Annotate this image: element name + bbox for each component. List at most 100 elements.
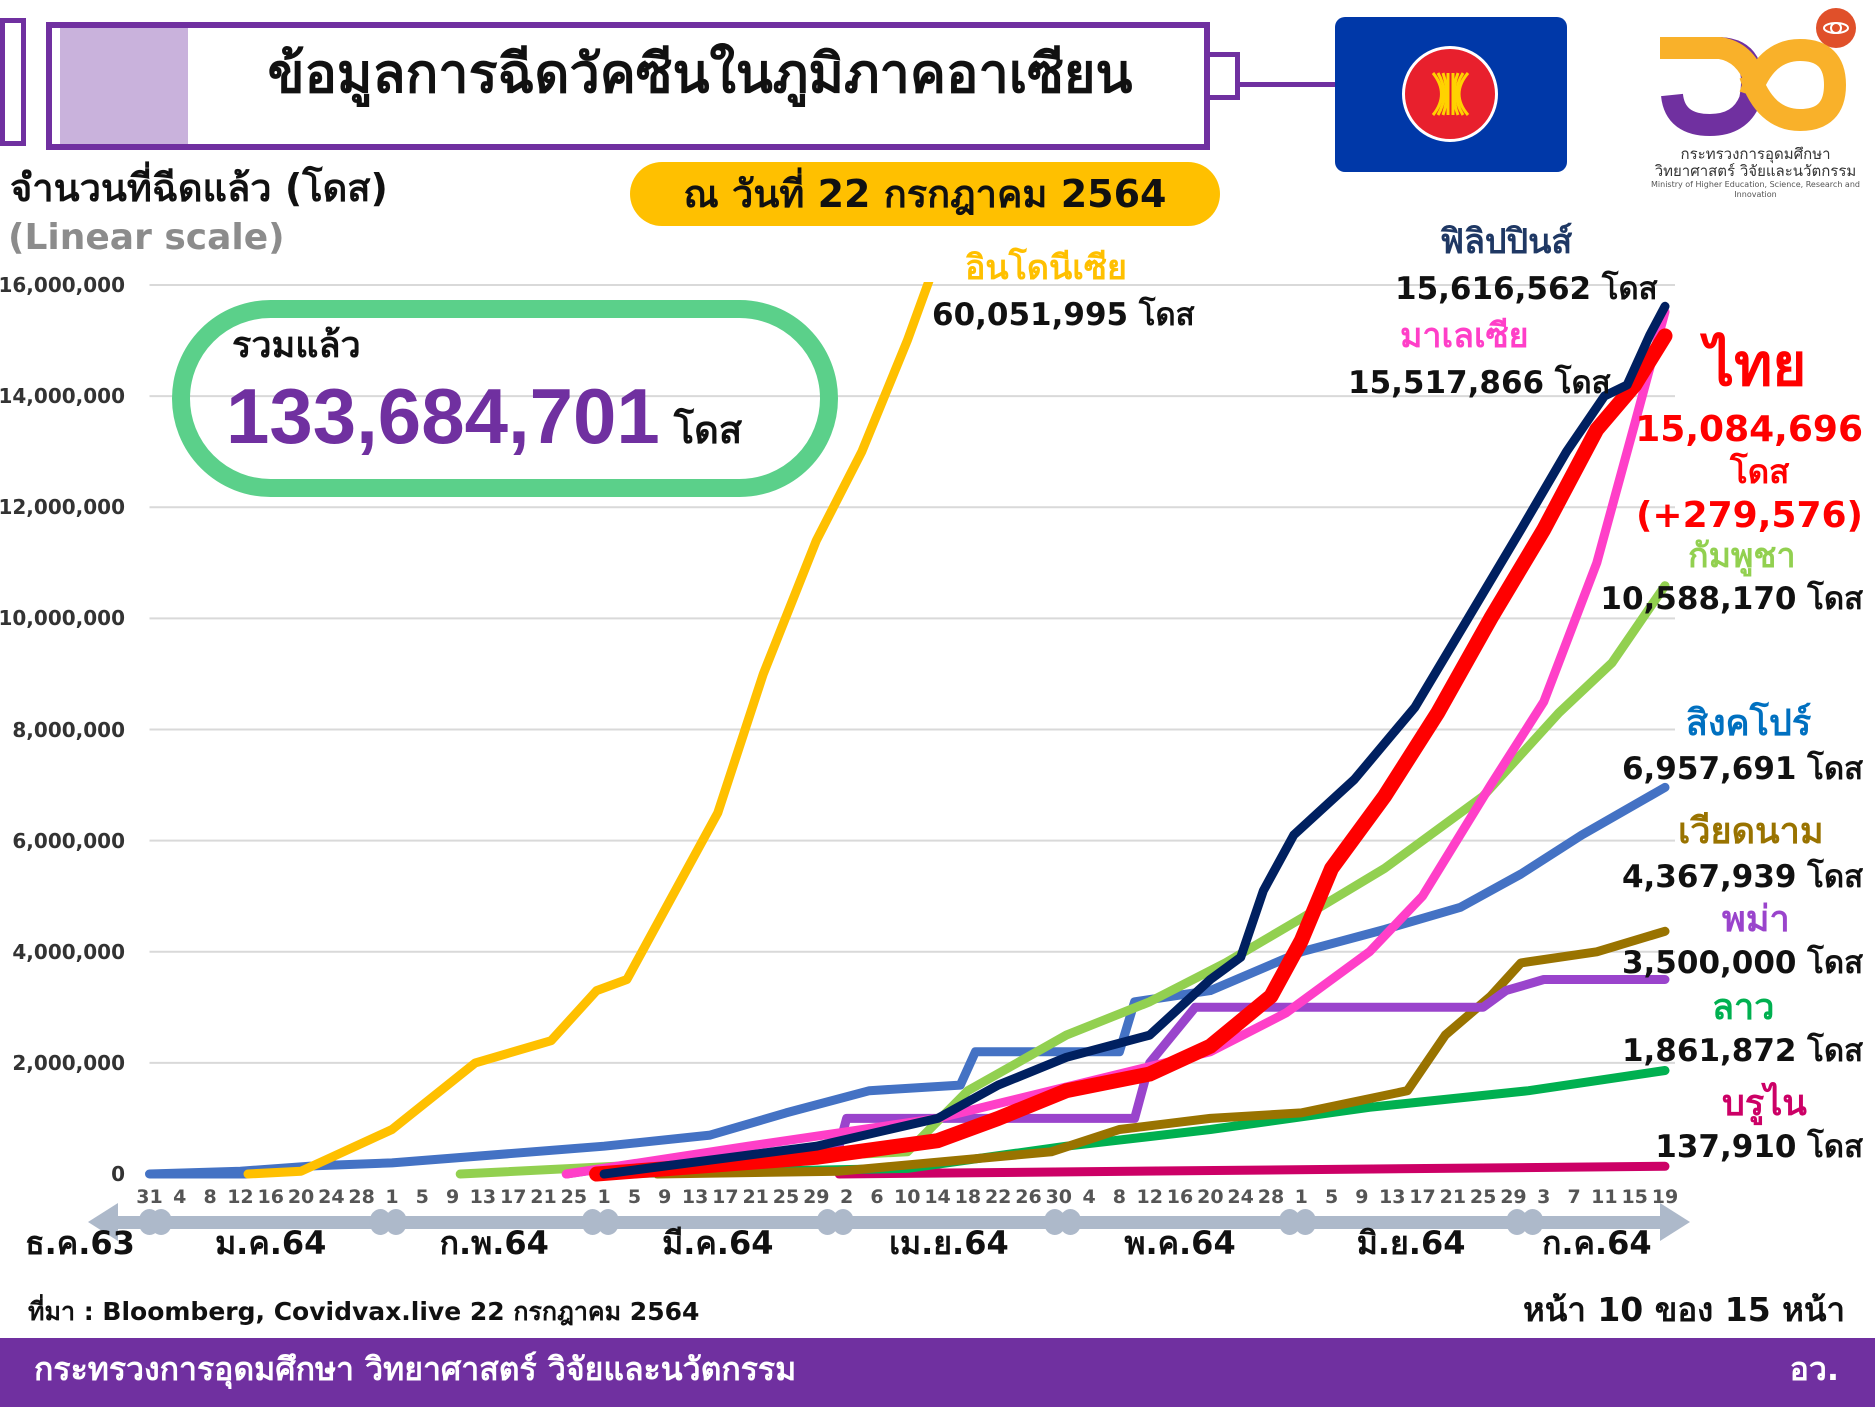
syringe-fill — [60, 28, 188, 144]
x-tick-label: 7 — [1567, 1186, 1581, 1208]
x-tick-label: 22 — [984, 1186, 1012, 1208]
y-tick-label: 2,000,000 — [12, 1050, 125, 1075]
logo-english: Ministry of Higher Education, Science, R… — [1651, 180, 1860, 199]
value-indonesia: 60,051,995 โดส — [932, 297, 1195, 333]
total-label: รวมแล้ว — [232, 325, 361, 366]
page-number: หน้า 10 ของ 15 หน้า — [1523, 1290, 1845, 1329]
month-label: พ.ค.64 — [1124, 1224, 1236, 1262]
label-vietnam: เวียดนาม — [1678, 811, 1824, 852]
month-start-marker — [1294, 1209, 1317, 1235]
month-end-marker — [581, 1209, 604, 1235]
value-malaysia: 15,517,866 โดส — [1348, 365, 1611, 401]
logo-line2: วิทยาศาสตร์ วิจัยและนวัตกรรม — [1654, 162, 1857, 180]
value-singapore: 6,957,691 โดส — [1621, 751, 1863, 787]
ministry-logo — [1650, 0, 1865, 145]
x-tick-label: 25 — [772, 1186, 800, 1208]
x-tick-label: 12 — [227, 1186, 254, 1208]
value-brunei: 137,910 โดส — [1655, 1129, 1863, 1165]
x-tick-label: 21 — [742, 1186, 769, 1208]
x-tick-label: 31 — [136, 1186, 163, 1208]
footer-ministry: กระทรวงการอุดมศึกษา วิทยาศาสตร์ วิจัยและ… — [34, 1350, 797, 1388]
month-end-marker — [816, 1209, 839, 1235]
x-tick-label: 9 — [445, 1186, 460, 1208]
x-tick-label: 1 — [1294, 1186, 1308, 1208]
x-tick-label: 2 — [840, 1186, 854, 1208]
y-tick-label: 10,000,000 — [0, 606, 125, 631]
month-label: ม.ค.64 — [215, 1224, 327, 1262]
x-tick-label: 25 — [560, 1186, 588, 1208]
x-tick-label: 5 — [415, 1186, 429, 1208]
x-tick-label: 17 — [1409, 1186, 1436, 1208]
month-label: เม.ย.64 — [889, 1224, 1009, 1262]
date-badge: ณ วันที่ 22 กรกฎาคม 2564 — [630, 162, 1220, 226]
series-line-8 — [599, 301, 1670, 1179]
value-myanmar: 3,500,000 โดส — [1621, 945, 1863, 981]
y-tick-label: 8,000,000 — [12, 717, 125, 742]
series-line-4 — [145, 782, 1670, 1179]
delta-thailand: (+279,576) — [1635, 495, 1863, 536]
month-label: ธ.ค.63 — [25, 1224, 135, 1262]
scale-note: (Linear scale) — [8, 217, 285, 258]
label-cambodia: กัมพูชา — [1688, 536, 1796, 576]
label-singapore: สิงคโปร์ — [1686, 703, 1812, 744]
total-unit: โดส — [673, 408, 743, 452]
series-line-0 — [834, 1161, 1670, 1179]
total-value: 133,684,701 — [226, 372, 660, 460]
y-tick-label: 0 — [111, 1162, 125, 1186]
asean-emblem-icon — [1402, 46, 1498, 142]
ministry-logo-text: กระทรวงการอุดมศึกษา วิทยาศาสตร์ วิจัยและ… — [1648, 146, 1863, 200]
x-tick-label: 5 — [627, 1186, 642, 1208]
month-label: มี.ค.64 — [662, 1224, 774, 1262]
x-tick-label: 24 — [318, 1186, 345, 1208]
x-tick-label: 8 — [203, 1186, 217, 1208]
x-tick-label: 13 — [681, 1186, 709, 1208]
x-tick-label: 14 — [924, 1186, 951, 1208]
footer-bar — [0, 1338, 1875, 1407]
y-tick-label: 4,000,000 — [12, 939, 125, 964]
x-tick-label: 8 — [1112, 1186, 1127, 1208]
x-tick-label: 1 — [597, 1186, 611, 1208]
x-tick-label: 28 — [348, 1186, 375, 1208]
x-tick-label: 13 — [1378, 1186, 1406, 1208]
x-tick-label: 29 — [1500, 1186, 1527, 1208]
month-label: ก.ค.64 — [1541, 1224, 1652, 1262]
y-tick-label: 12,000,000 — [0, 495, 125, 520]
label-malaysia: มาเลเซีย — [1400, 316, 1529, 356]
value-thailand: 15,084,696 — [1635, 409, 1863, 450]
month-start-marker — [832, 1209, 855, 1235]
label-laos: ลาว — [1712, 987, 1775, 1028]
x-tick-label: 25 — [1469, 1186, 1497, 1208]
x-tick-label: 4 — [173, 1186, 187, 1208]
arrow-right-icon — [1660, 1203, 1690, 1241]
x-tick-label: 18 — [954, 1186, 982, 1208]
x-tick-label: 12 — [1136, 1186, 1163, 1208]
x-tick-label: 20 — [287, 1186, 315, 1208]
month-start-marker — [150, 1209, 173, 1235]
month-start-marker — [597, 1209, 620, 1235]
logo-line1: กระทรวงการอุดมศึกษา — [1680, 145, 1831, 163]
source-note: ที่มา : Bloomberg, Covidvax.live 22 กรกฎ… — [28, 1297, 700, 1326]
x-axis-band — [88, 1203, 1690, 1241]
month-label: มิ.ย.64 — [1356, 1224, 1466, 1262]
unit-thailand: โดส — [1730, 452, 1790, 491]
month-end-marker — [369, 1209, 392, 1235]
x-tick-label: 1 — [385, 1186, 399, 1208]
x-tick-label: 21 — [1439, 1186, 1467, 1208]
month-start-marker — [1059, 1209, 1082, 1235]
month-start-marker — [384, 1209, 407, 1235]
syringe-needle — [1240, 82, 1338, 87]
x-tick-label: 3 — [1537, 1186, 1551, 1208]
syringe-plunger — [0, 18, 26, 146]
x-tick-label: 29 — [803, 1186, 830, 1208]
x-tick-label: 16 — [257, 1186, 284, 1208]
x-tick-label: 4 — [1082, 1186, 1096, 1208]
label-indonesia: อินโดนีเซีย — [965, 248, 1127, 288]
x-tick-label: 21 — [530, 1186, 557, 1208]
value-cambodia: 10,588,170 โดส — [1600, 581, 1863, 617]
value-vietnam: 4,367,939 โดส — [1621, 859, 1863, 895]
footer-abbreviation: อว. — [1789, 1350, 1839, 1388]
x-tick-label: 13 — [469, 1186, 497, 1208]
x-tick-label: 30 — [1045, 1186, 1073, 1208]
x-tick-label: 28 — [1257, 1186, 1285, 1208]
